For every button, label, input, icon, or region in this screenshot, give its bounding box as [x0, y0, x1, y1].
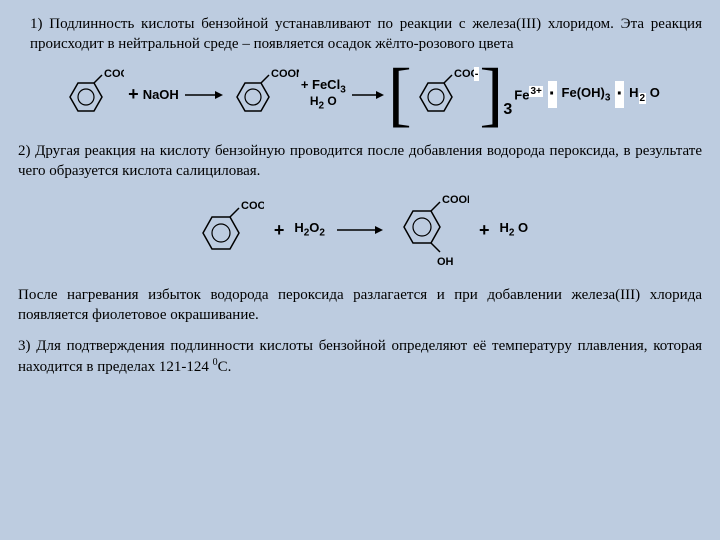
benzene-coona-icon: COONa [227, 63, 299, 127]
reaction-1: COOH + NaOH COONa + FeCl3 H2 O [ COO - ]… [18, 63, 702, 127]
svg-text:COOH: COOH [241, 200, 264, 212]
fecl3-label: + FeCl3 H2 O [301, 78, 346, 112]
arrow-icon [350, 87, 384, 103]
reaction-2: COOH + H2O2 COOH OH + H2 O [18, 189, 702, 271]
paragraph-1: 1) Подлинность кислоты бензойной устанав… [18, 14, 702, 55]
svg-text:COOH: COOH [104, 68, 124, 80]
benzene-coo-minus-icon: COO [412, 63, 474, 127]
fe3-label: Fe3+ [514, 85, 543, 104]
subscript-3: 3 [503, 99, 512, 121]
benzene-cooh-icon: COOH [60, 63, 124, 127]
svg-text:COONa: COONa [271, 68, 299, 80]
paragraph-4: 3) Для подтверждения подлинности кислоты… [18, 336, 702, 378]
arrow-icon [335, 222, 383, 238]
paragraph-3: После нагревания избыток водорода перокс… [18, 285, 702, 326]
h2o2-label: H2O2 [294, 219, 325, 240]
svg-text:OH: OH [437, 256, 454, 268]
naoh-label: NaOH [143, 86, 179, 104]
plus-icon: + [128, 82, 139, 106]
svg-text:COOH: COOH [442, 194, 469, 206]
dot-icon: · [548, 81, 557, 108]
svg-text:COO: COO [454, 68, 474, 80]
salicylic-acid-icon: COOH OH [393, 189, 469, 271]
feoh3-label: Fe(OH)3 [562, 84, 611, 105]
dot-icon: · [615, 81, 624, 108]
h2o-label: H2 O [629, 84, 660, 105]
plus-icon: + [274, 218, 285, 242]
benzene-cooh-icon: COOH [192, 195, 264, 265]
paragraph-2: 2) Другая реакция на кислоту бензойную п… [18, 141, 702, 182]
plus-icon: + [479, 218, 490, 242]
bracket-complex: [ COO - ] 3 [388, 63, 513, 127]
arrow-icon [183, 87, 223, 103]
h2o-label: H2 O [499, 219, 528, 240]
